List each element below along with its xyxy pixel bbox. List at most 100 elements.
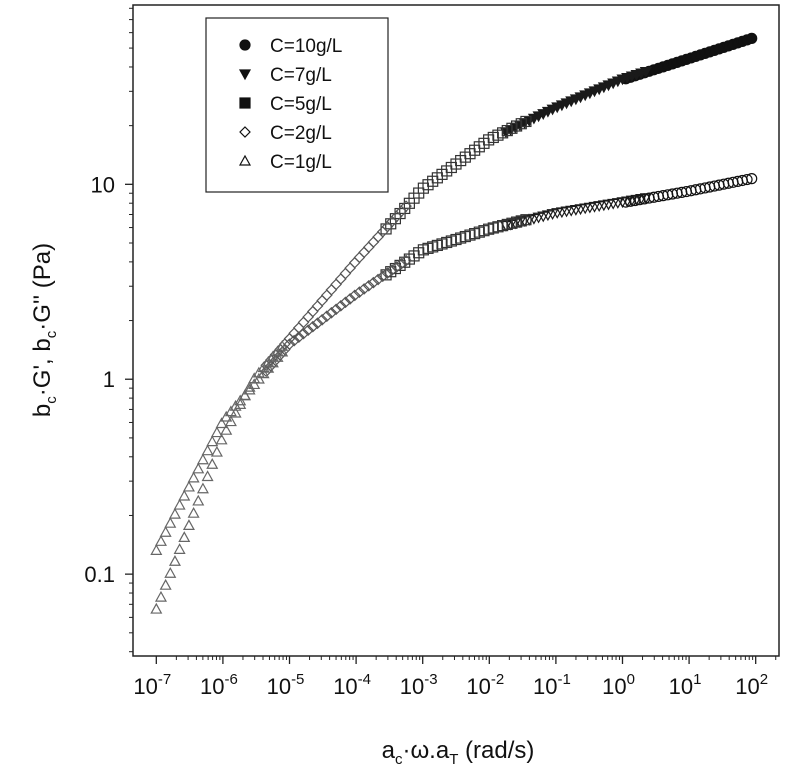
- legend-marker: [238, 154, 252, 166]
- data-point: [362, 241, 375, 254]
- data-point: [150, 602, 163, 614]
- x-label-base: a: [382, 737, 396, 764]
- data-point: [210, 445, 223, 457]
- data-point: [252, 372, 265, 384]
- data-point: [325, 306, 338, 319]
- data-point: [320, 289, 333, 302]
- data-point: [187, 506, 200, 518]
- legend-label: C=7g/L: [270, 65, 332, 86]
- data-point: [306, 320, 319, 333]
- data-point: [215, 433, 228, 445]
- data-point: [330, 278, 342, 291]
- data-point: [400, 254, 412, 267]
- data-point: [168, 555, 181, 566]
- data-point: [316, 313, 328, 326]
- data-point: [224, 405, 237, 417]
- legend-box: [205, 17, 389, 193]
- data-point: [154, 535, 167, 546]
- data-point: [367, 236, 380, 248]
- data-point: [334, 299, 347, 312]
- x-label-unit: (rad/s): [458, 737, 534, 764]
- legend-marker: [239, 39, 251, 51]
- x-tick-label: 10-6: [200, 671, 238, 699]
- x-tick-label: 10-4: [333, 671, 371, 699]
- data-point: [201, 470, 214, 482]
- data-point: [320, 310, 333, 323]
- data-point: [150, 544, 163, 555]
- x-tick-label: 100: [602, 671, 635, 699]
- y-label-p3: ·G'' (Pa): [29, 243, 56, 331]
- data-point: [220, 410, 233, 422]
- x-tick-label: 10-2: [466, 671, 504, 699]
- data-point: [520, 115, 532, 128]
- data-point: [376, 270, 389, 283]
- data-point: [159, 526, 172, 537]
- data-point: [215, 417, 228, 429]
- data-point: [262, 361, 275, 373]
- series-layer: [150, 32, 758, 614]
- data-point: [400, 200, 412, 213]
- x-tick-label: 10-1: [533, 671, 571, 699]
- x-tick-label: 10-7: [133, 671, 171, 699]
- x-tick-label: 101: [669, 671, 702, 699]
- data-point: [381, 267, 394, 280]
- data-point: [283, 338, 296, 350]
- data-point: [201, 444, 214, 456]
- y-tick-label: 1: [103, 367, 115, 392]
- legend-label: C=2g/L: [270, 123, 332, 144]
- data-point: [243, 380, 256, 392]
- legend-marker: [238, 69, 252, 81]
- legend-marker: [239, 126, 251, 138]
- data-point: [206, 435, 219, 447]
- data-point: [196, 482, 209, 494]
- data-point: [362, 279, 375, 292]
- data-point: [234, 394, 247, 406]
- data-point: [348, 256, 361, 269]
- data-point: [386, 264, 398, 276]
- data-point: [358, 246, 370, 259]
- series-Gp: [150, 32, 758, 614]
- data-point: [297, 327, 310, 340]
- data-point: [367, 276, 380, 289]
- y-label-s2: c: [43, 330, 60, 338]
- data-point: [173, 543, 186, 554]
- data-point: [311, 317, 324, 330]
- data-point: [334, 273, 347, 285]
- y-tick-label: 0.1: [84, 562, 115, 587]
- x-label-sub2: T: [449, 751, 458, 768]
- x-tick-label: 10-3: [400, 671, 438, 699]
- data-point: [348, 289, 361, 302]
- data-point: [339, 267, 352, 280]
- data-point: [639, 67, 652, 78]
- data-point: [210, 426, 223, 438]
- data-point: [639, 193, 652, 205]
- legend-marker: [239, 97, 251, 109]
- data-point: [330, 303, 342, 316]
- legend-label: C=5g/L: [270, 94, 332, 115]
- x-label-mid: ·ω.a: [402, 737, 449, 764]
- data-point: [746, 173, 758, 185]
- y-label-p2: ·G', b: [29, 338, 56, 396]
- data-point: [192, 494, 205, 506]
- data-point: [154, 590, 167, 602]
- data-point: [266, 356, 279, 368]
- data-point: [206, 458, 219, 469]
- data-point: [353, 251, 366, 264]
- data-point: [192, 462, 205, 474]
- plot-frame: [132, 4, 780, 657]
- data-point: [741, 173, 753, 186]
- data-point: [746, 32, 758, 44]
- data-point: [178, 531, 191, 543]
- data-point: [196, 453, 209, 465]
- data-point: [288, 334, 301, 347]
- data-point: [276, 340, 289, 351]
- data-point: [344, 262, 356, 274]
- data-point: [182, 480, 195, 492]
- data-point: [302, 324, 315, 337]
- data-point: [339, 296, 352, 309]
- data-point: [395, 257, 408, 270]
- data-point: [306, 305, 319, 318]
- data-point: [316, 294, 328, 307]
- data-point: [276, 345, 289, 357]
- data-point: [257, 367, 270, 379]
